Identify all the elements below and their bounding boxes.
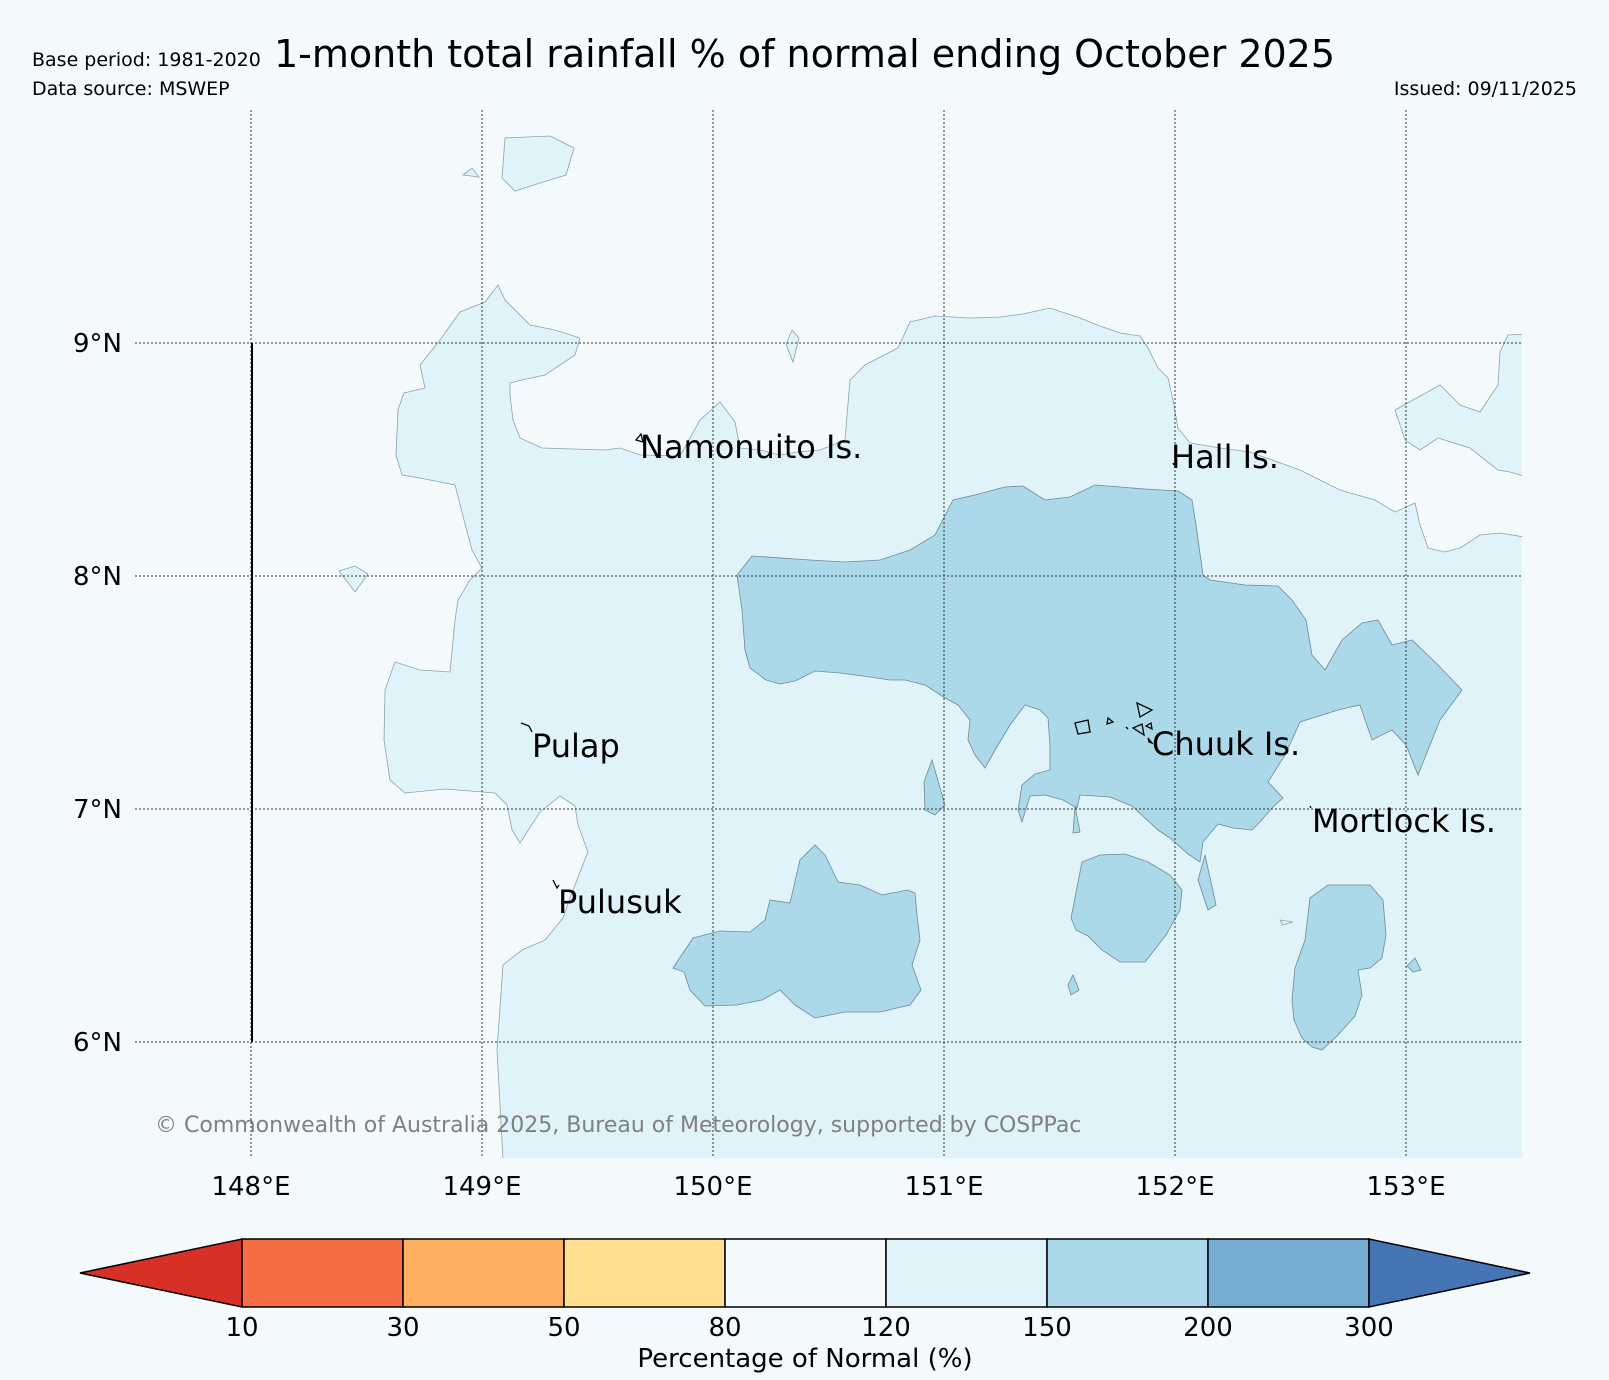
lon-label: 149°E bbox=[442, 1172, 521, 1202]
base-period-label: Base period: 1981-2020 bbox=[32, 49, 261, 71]
place-labels: Namonuito Is. Hall Is. Pulap Chuuk Is. M… bbox=[532, 428, 1496, 921]
lon-label: 150°E bbox=[673, 1172, 752, 1202]
legend-colorbar bbox=[79, 1238, 1531, 1308]
place-label-pulusuk: Pulusuk bbox=[558, 883, 682, 921]
axis-labels: 9°N 8°N 7°N 6°N 148°E 149°E 150°E 151°E … bbox=[73, 329, 1446, 1202]
legend-swatch bbox=[724, 1238, 887, 1308]
legend-tick: 120 bbox=[861, 1313, 911, 1343]
lat-label: 8°N bbox=[73, 562, 122, 592]
legend-tick: 80 bbox=[708, 1313, 741, 1343]
legend-swatch bbox=[1207, 1238, 1370, 1308]
legend-swatch bbox=[885, 1238, 1048, 1308]
legend-swatch-below-10 bbox=[79, 1238, 243, 1308]
place-label-chuuk: Chuuk Is. bbox=[1152, 725, 1300, 763]
map-title: 1-month total rainfall % of normal endin… bbox=[273, 32, 1336, 76]
legend-title: Percentage of Normal (%) bbox=[637, 1344, 972, 1374]
rainfall-band-150-200 bbox=[672, 484, 1463, 1051]
legend-swatch bbox=[563, 1238, 726, 1308]
legend-tick: 10 bbox=[225, 1313, 258, 1343]
place-label-mortlock: Mortlock Is. bbox=[1312, 802, 1496, 840]
map-area bbox=[135, 110, 1522, 1158]
place-label-pulap: Pulap bbox=[532, 727, 620, 765]
graticule bbox=[135, 110, 1522, 1158]
place-label-namonuito: Namonuito Is. bbox=[640, 428, 862, 466]
legend-swatch-above-300 bbox=[1368, 1238, 1531, 1308]
legend-tick: 150 bbox=[1022, 1313, 1072, 1343]
lon-label: 152°E bbox=[1135, 1172, 1214, 1202]
lat-label: 9°N bbox=[73, 329, 122, 359]
legend-tick: 300 bbox=[1344, 1313, 1394, 1343]
lon-label: 148°E bbox=[211, 1172, 290, 1202]
island-outlines bbox=[520, 432, 1312, 890]
legend-ticks: 10 30 50 80 120 150 200 300 bbox=[225, 1313, 1393, 1343]
place-label-hall: Hall Is. bbox=[1171, 438, 1279, 476]
lon-label: 151°E bbox=[904, 1172, 983, 1202]
lat-label: 7°N bbox=[73, 795, 122, 825]
legend-swatch bbox=[402, 1238, 565, 1308]
data-source-label: Data source: MSWEP bbox=[32, 78, 230, 100]
issued-date-label: Issued: 09/11/2025 bbox=[1393, 78, 1577, 100]
rainfall-band-120-150 bbox=[338, 135, 1522, 1158]
lat-label: 6°N bbox=[73, 1028, 122, 1058]
lon-label: 153°E bbox=[1366, 1172, 1445, 1202]
legend-tick: 50 bbox=[547, 1313, 580, 1343]
legend-tick: 200 bbox=[1183, 1313, 1233, 1343]
legend-swatch bbox=[1046, 1238, 1209, 1308]
copyright-notice: © Commonwealth of Australia 2025, Bureau… bbox=[155, 1113, 1081, 1138]
legend-swatch bbox=[241, 1238, 404, 1308]
legend-tick: 30 bbox=[386, 1313, 419, 1343]
